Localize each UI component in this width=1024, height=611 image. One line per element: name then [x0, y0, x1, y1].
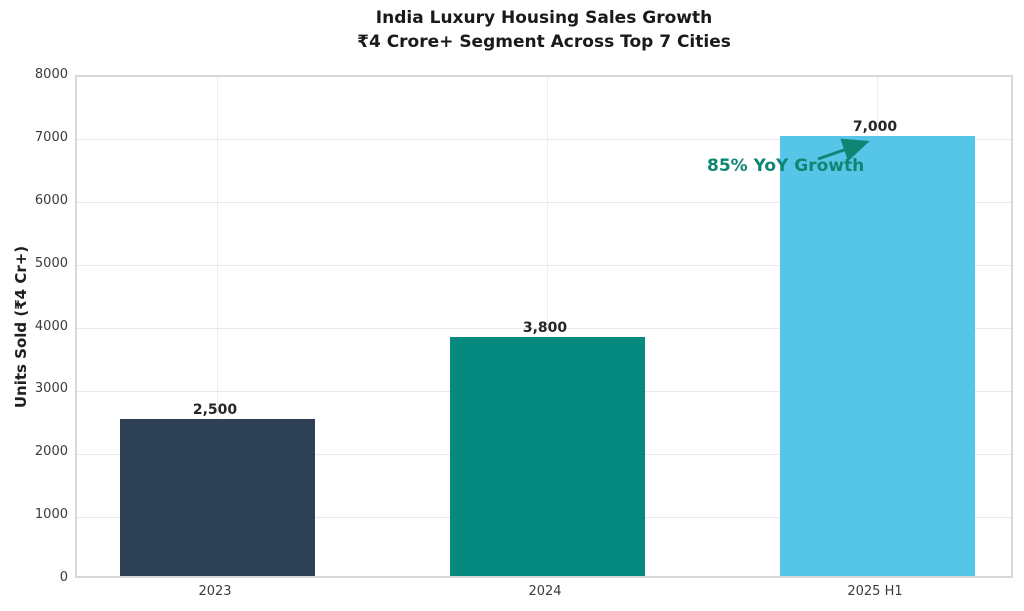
y-tick-label-4000: 4000 [34, 318, 68, 334]
plot-area: 2,500 3,800 7,000 [75, 75, 1013, 578]
y-tick-label-5000: 5000 [34, 255, 68, 271]
bar-2025-h1 [779, 135, 975, 576]
bar-value-label-2023: 2,500 [192, 401, 238, 418]
x-tick-label-2025-h1: 2025 H1 [847, 584, 903, 599]
y-tick-label-6000: 6000 [34, 192, 68, 208]
bar-value-label-2025-h1: 7,000 [852, 118, 898, 135]
gridline-v-2024 [546, 77, 548, 576]
bar-2024 [449, 337, 645, 576]
gridline-h-5000 [77, 265, 1011, 267]
bar-2023 [119, 418, 315, 576]
x-tick-label-2024: 2024 [528, 584, 562, 599]
x-tick-label-2023: 2023 [198, 584, 232, 599]
gridline-h-7000 [77, 139, 1011, 141]
y-tick-label-8000: 8000 [34, 67, 68, 82]
y-tick-label-2000: 2000 [34, 444, 68, 460]
bar-value-label-2024: 3,800 [522, 320, 568, 337]
gridline-h-4000 [77, 328, 1011, 329]
y-tick-label-0: 0 [59, 570, 68, 585]
chart-title: India Luxury Housing Sales Growth ₹4 Cro… [75, 6, 1013, 54]
y-tick-label-3000: 3000 [34, 381, 68, 397]
chart-title-line-2: ₹4 Crore+ Segment Across Top 7 Cities [357, 32, 731, 52]
gridline-h-6000 [77, 202, 1011, 204]
gridline-v-2023 [216, 77, 218, 576]
growth-annotation-label: 85% YoY Growth [707, 156, 865, 176]
chart-title-line-1: India Luxury Housing Sales Growth [375, 8, 713, 28]
y-tick-label-1000: 1000 [34, 507, 68, 523]
y-tick-label-7000: 7000 [34, 129, 68, 145]
